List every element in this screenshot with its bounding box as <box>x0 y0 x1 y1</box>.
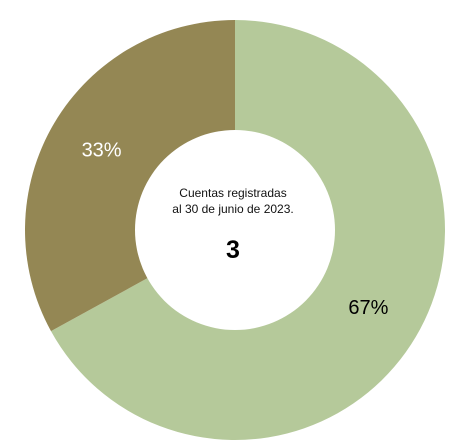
center-value: 3 <box>226 236 240 264</box>
donut-hole <box>135 130 335 330</box>
slice-label-2: 33% <box>82 139 122 161</box>
slice-labels: 67% 33% <box>82 139 389 319</box>
slice-label-1: 67% <box>348 297 388 319</box>
center-caption-line-1: Cuentas registradas <box>179 186 286 200</box>
center-caption-line-2: al 30 de junio de 2023. <box>172 202 293 216</box>
